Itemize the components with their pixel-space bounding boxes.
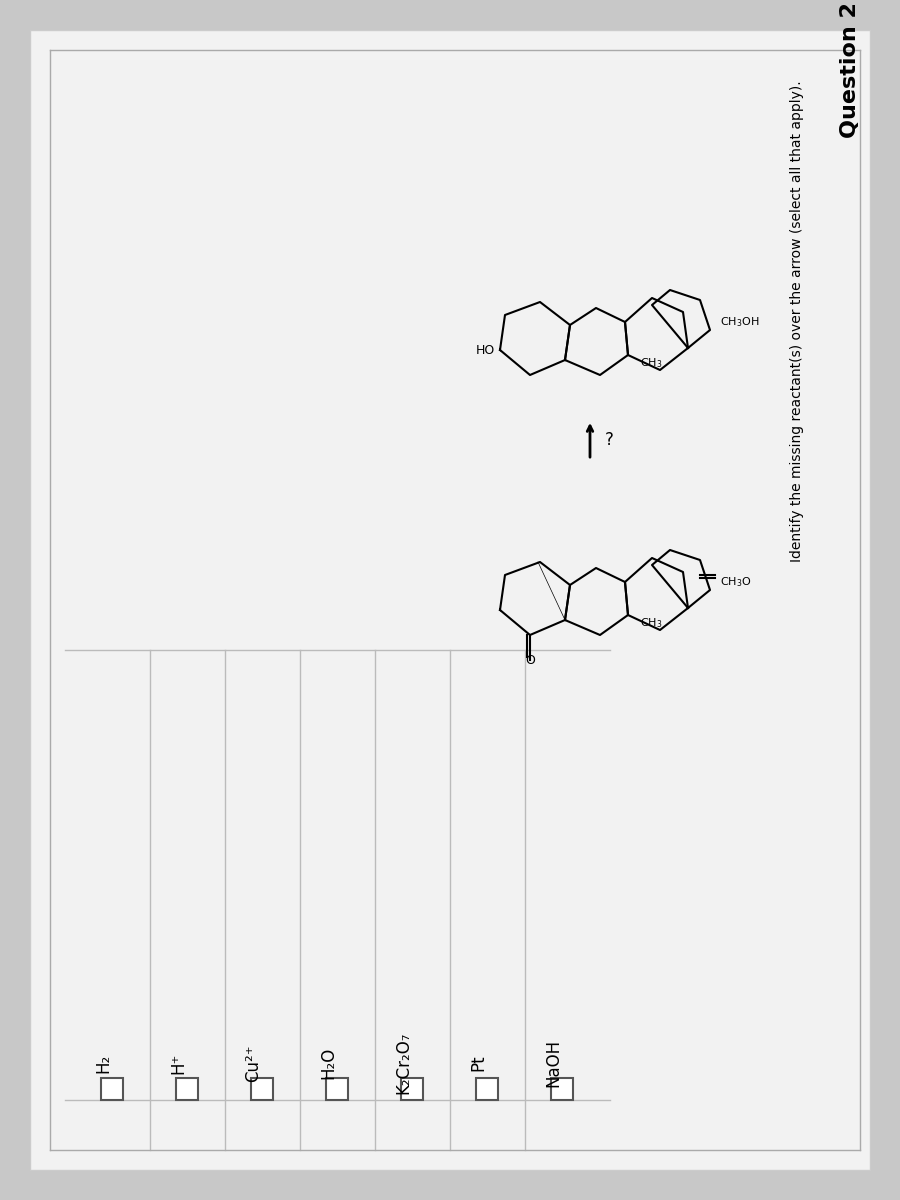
Text: Question 2: Question 2 bbox=[840, 2, 860, 138]
Bar bbox=[251, 1078, 273, 1100]
Bar bbox=[476, 1078, 498, 1100]
Text: CH$_3$: CH$_3$ bbox=[640, 617, 662, 630]
Bar bbox=[101, 1078, 123, 1100]
Bar bbox=[551, 1078, 573, 1100]
Text: CH$_3$: CH$_3$ bbox=[640, 356, 662, 370]
Text: Cu²⁺: Cu²⁺ bbox=[244, 1044, 262, 1082]
Text: Identify the missing reactant(s) over the arrow (select all that apply).: Identify the missing reactant(s) over th… bbox=[790, 80, 804, 562]
Text: ?: ? bbox=[605, 431, 614, 449]
Text: H₂O: H₂O bbox=[319, 1046, 337, 1079]
Text: NaOH: NaOH bbox=[544, 1039, 562, 1087]
Text: Pt: Pt bbox=[469, 1055, 487, 1072]
Text: K₂Cr₂O₇: K₂Cr₂O₇ bbox=[394, 1032, 412, 1094]
Polygon shape bbox=[30, 30, 870, 1170]
Bar bbox=[326, 1078, 348, 1100]
Text: O: O bbox=[525, 654, 535, 667]
Bar bbox=[176, 1078, 198, 1100]
Text: HO: HO bbox=[476, 343, 495, 356]
Bar bbox=[401, 1078, 423, 1100]
Text: H₂: H₂ bbox=[94, 1054, 112, 1073]
Text: H⁺: H⁺ bbox=[169, 1052, 187, 1074]
Text: CH$_3$OH: CH$_3$OH bbox=[720, 316, 760, 329]
Text: CH$_3$O: CH$_3$O bbox=[720, 575, 751, 589]
